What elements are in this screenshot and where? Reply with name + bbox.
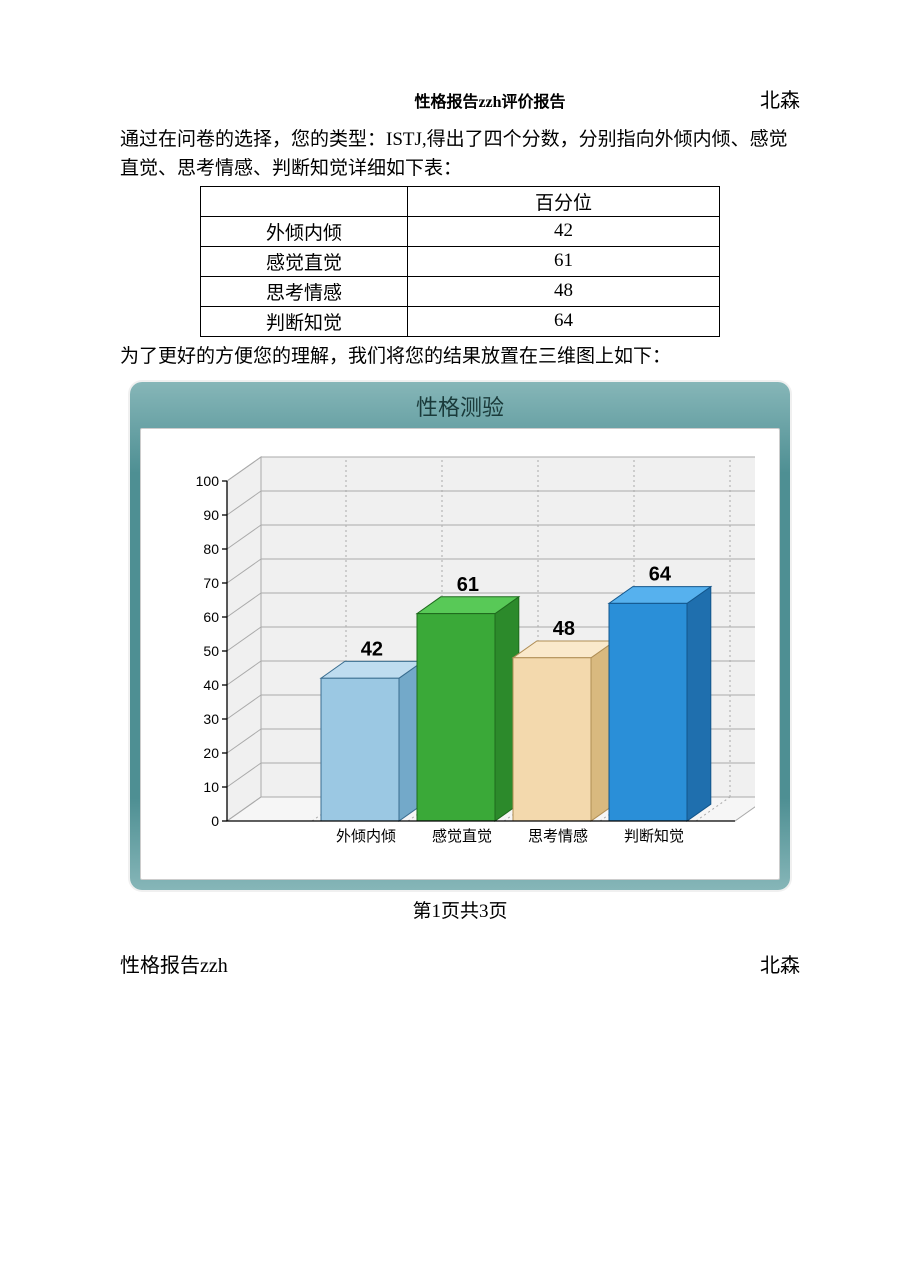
row-value: 42	[408, 216, 720, 246]
svg-text:感觉直觉: 感觉直觉	[432, 828, 492, 845]
svg-text:100: 100	[196, 473, 220, 489]
svg-text:60: 60	[203, 609, 219, 625]
table-header-value: 百分位	[408, 186, 720, 216]
row-label: 外倾内倾	[201, 216, 408, 246]
svg-text:70: 70	[203, 575, 219, 591]
percentile-table: 百分位 外倾内倾 42 感觉直觉 61 思考情感 48 判断知觉 64	[200, 186, 720, 337]
chart-title: 性格测验	[130, 382, 790, 428]
intro-text: 通过在问卷的选择，您的类型：ISTJ,得出了四个分数，分别指向外倾内倾、感觉直觉…	[120, 125, 800, 184]
row-label: 判断知觉	[201, 306, 408, 336]
svg-text:判断知觉: 判断知觉	[624, 828, 684, 845]
row-label: 思考情感	[201, 276, 408, 306]
svg-text:64: 64	[649, 563, 672, 585]
svg-text:40: 40	[203, 677, 219, 693]
svg-text:思考情感: 思考情感	[528, 828, 588, 845]
svg-text:42: 42	[361, 638, 383, 660]
svg-text:20: 20	[203, 745, 219, 761]
chart-panel: 性格测验 0 10 20 30 40 50 60 70 80 90 100 42 外倾内倾 61 感觉直觉 4…	[130, 382, 790, 890]
svg-text:30: 30	[203, 711, 219, 727]
table-header-row: 百分位	[201, 186, 720, 216]
row-value: 48	[408, 276, 720, 306]
row-label: 感觉直觉	[201, 246, 408, 276]
table-row: 思考情感 48	[201, 276, 720, 306]
table-row: 外倾内倾 42	[201, 216, 720, 246]
svg-text:10: 10	[203, 779, 219, 795]
svg-text:48: 48	[553, 618, 575, 640]
page-title: 性格报告zzh评价报告	[120, 88, 760, 112]
svg-text:外倾内倾: 外倾内倾	[336, 828, 396, 845]
svg-text:50: 50	[203, 643, 219, 659]
svg-text:80: 80	[203, 541, 219, 557]
table-row: 判断知觉 64	[201, 306, 720, 336]
footer-left: 性格报告zzh	[120, 949, 228, 978]
row-value: 64	[408, 306, 720, 336]
footer-right: 北森	[760, 949, 800, 978]
svg-text:0: 0	[211, 813, 219, 829]
svg-text:61: 61	[457, 574, 479, 596]
page-number: 第1页共3页	[120, 896, 800, 923]
row-value: 61	[408, 246, 720, 276]
svg-text:90: 90	[203, 507, 219, 523]
table-row: 感觉直觉 61	[201, 246, 720, 276]
brand-label: 北森	[760, 84, 800, 113]
bar-chart-3d: 0 10 20 30 40 50 60 70 80 90 100 42 外倾内倾 61 感觉直觉 48 思考情感…	[155, 451, 755, 871]
chart-intro-text: 为了更好的方便您的理解，我们将您的结果放置在三维图上如下：	[120, 341, 800, 368]
table-header-blank	[201, 186, 408, 216]
